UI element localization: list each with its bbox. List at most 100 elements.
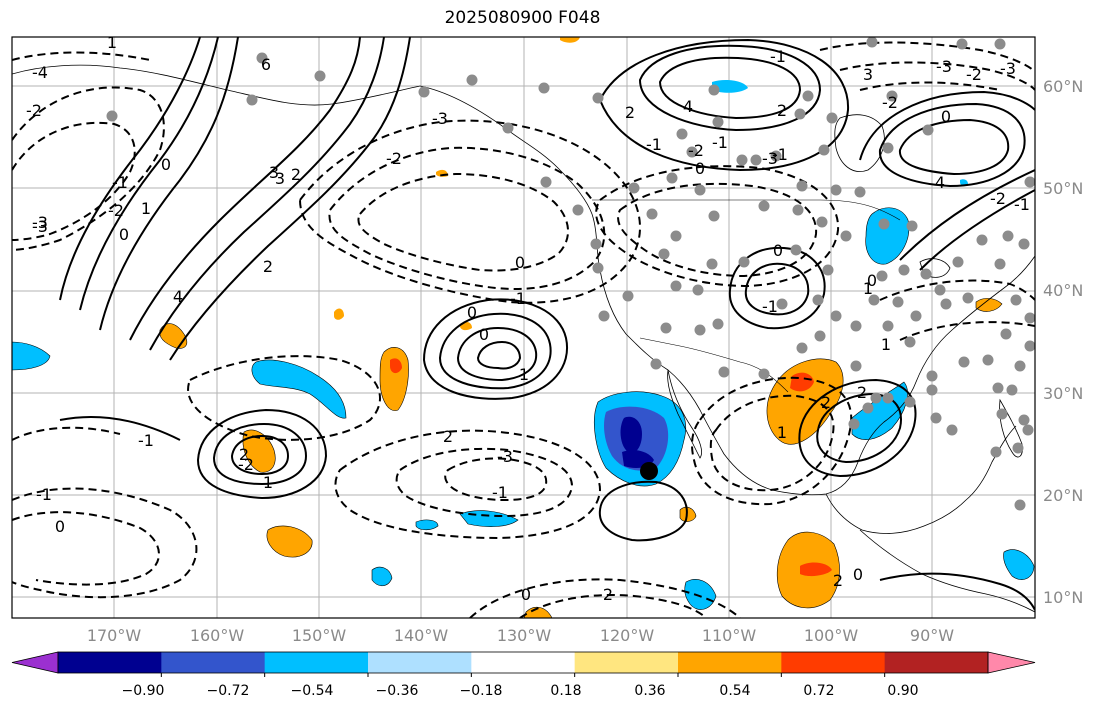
station-dot — [790, 244, 802, 256]
contour-dashed-canada-1 — [595, 165, 840, 288]
contour-solid-west-trough — [59, 37, 201, 301]
north-america-coast — [419, 85, 1035, 496]
contour-dashed-trop-2 — [395, 447, 574, 518]
contour-solid-high-1 — [422, 298, 568, 400]
station-dot — [1018, 238, 1030, 250]
contour-label: 4 — [683, 97, 693, 116]
colorbar-tick-label: −0.72 — [206, 683, 250, 699]
station-dot — [816, 216, 828, 228]
contour-solid-mid — [59, 415, 181, 441]
contour-solid-hawaii-2 — [212, 422, 308, 486]
station-dot — [598, 310, 610, 322]
station-dot — [418, 86, 430, 98]
contour-label: -3 — [497, 447, 513, 466]
station-dot — [1014, 360, 1026, 372]
contour-label: -1 — [770, 47, 786, 66]
contour-solid-alaska-high-3 — [598, 38, 850, 172]
contour-dashed-ne-3 — [859, 81, 1001, 91]
station-dot — [814, 330, 826, 342]
shade-orange-mid — [334, 308, 344, 320]
contour-dashed-sw-2 — [12, 511, 160, 586]
station-dot — [776, 298, 788, 310]
lat-label-50n: 50°N — [1043, 179, 1084, 198]
station-dot — [758, 200, 770, 212]
central-america — [859, 529, 1035, 613]
contour-label: -2 — [688, 141, 704, 160]
lon-label-110w: 110°W — [701, 626, 757, 645]
colorbar-tick-label: 0.72 — [803, 683, 835, 699]
colorbar-tick-label: 0.54 — [719, 683, 751, 699]
contour-dashed-gulf-alaska-2 — [328, 146, 606, 290]
contour-label: -3 — [1000, 59, 1016, 78]
station-dot — [796, 342, 808, 354]
contour-label: 0 — [695, 159, 705, 178]
contour-label: -2 — [990, 189, 1006, 208]
contour-label: -3 — [936, 57, 952, 76]
station-dot — [572, 204, 584, 216]
station-dot — [934, 284, 946, 296]
shade-orange-top — [560, 37, 580, 43]
station-dot — [848, 418, 860, 430]
contour-solid-west-trough-3 — [99, 37, 239, 331]
colorbar-tick-label: −0.18 — [459, 683, 503, 699]
contour-label: 0 — [479, 325, 489, 344]
station-dot — [854, 186, 866, 198]
station-dot — [670, 280, 682, 292]
contour-label: -3 — [762, 149, 778, 168]
station-dot — [882, 320, 894, 332]
contour-label: -1 — [510, 289, 526, 308]
contour-label: 0 — [515, 253, 525, 272]
lon-label-130w: 130°W — [496, 626, 552, 645]
station-dot — [1018, 414, 1030, 426]
lat-label-10n: 10°N — [1043, 588, 1084, 607]
contour-dashed-nw-1 — [12, 86, 165, 251]
contour-solid-hawaii-1 — [196, 408, 328, 500]
shade-blue-small — [960, 179, 968, 186]
contour-solid-hudson-high-1 — [878, 102, 1026, 188]
station-dot — [590, 238, 602, 250]
station-dot — [1024, 176, 1035, 188]
station-dot — [666, 172, 678, 184]
contour-label: 1 — [777, 423, 787, 442]
contour-label: 2 — [443, 427, 453, 446]
station-dot — [694, 184, 706, 196]
station-dot — [592, 262, 604, 274]
shade-blue-carib — [1003, 549, 1035, 580]
colorbar-segment — [884, 652, 989, 673]
contours — [12, 37, 1035, 618]
lon-label-160w: 160°W — [189, 626, 245, 645]
contour-solid-ridge-3 — [169, 37, 411, 361]
station-dot — [736, 154, 748, 166]
station-dot — [738, 256, 750, 268]
lat-label-20n: 20°N — [1043, 486, 1084, 505]
station-dot — [712, 116, 724, 128]
station-dot — [770, 150, 782, 162]
figure-title: 2025080900 F048 — [444, 8, 601, 28]
colorbar-tick-label: −0.36 — [375, 683, 419, 699]
contour-label: 2 — [833, 571, 843, 590]
contour-label: -3 — [432, 109, 448, 128]
contour-solid-gulf-low-1 — [798, 378, 917, 478]
contour-label: 2 — [625, 103, 635, 122]
station-dot — [670, 230, 682, 242]
station-dot — [830, 184, 842, 196]
lat-label-40n: 40°N — [1043, 281, 1084, 300]
station-dot — [904, 336, 916, 348]
contour-label: 1 — [881, 335, 891, 354]
colorbar-extend-low — [11, 651, 59, 674]
contour-dashed-sw-1 — [12, 487, 198, 599]
contour-label: -1 — [712, 133, 728, 152]
station-dot — [976, 234, 988, 246]
contour-dashed-nw-3 — [12, 51, 151, 61]
station-dot — [812, 294, 824, 306]
lon-label-120w: 120°W — [599, 626, 655, 645]
storm-center-marker — [640, 462, 658, 480]
station-dot — [982, 354, 994, 366]
station-dot — [1002, 230, 1014, 242]
contour-dashed-mid-pac-2 — [12, 426, 121, 441]
contour-label: 6 — [261, 55, 271, 74]
station-dot — [712, 318, 724, 330]
station-dot — [990, 446, 1002, 458]
contour-label: 0 — [119, 225, 129, 244]
